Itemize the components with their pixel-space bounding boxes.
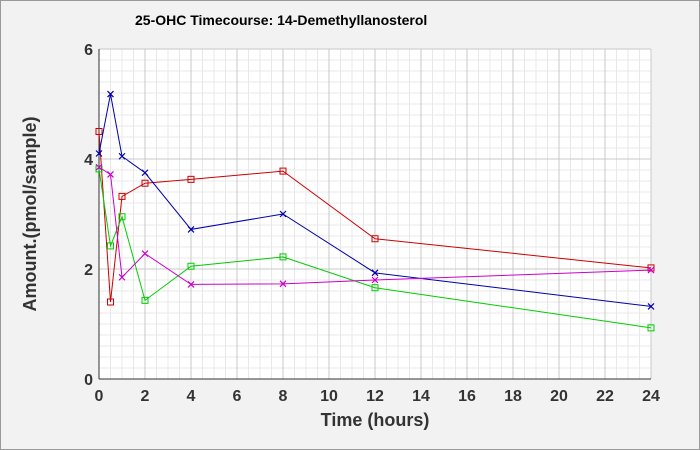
series-2 bbox=[95, 90, 655, 310]
x-tick-label: 4 bbox=[187, 388, 196, 405]
chart-title: 25-OHC Timecourse: 14-Demethyllanosterol bbox=[135, 12, 427, 28]
data-point bbox=[107, 90, 114, 98]
y-axis-label: Amount.(pmol/sample) bbox=[20, 116, 40, 311]
data-point bbox=[118, 192, 126, 200]
x-tick-label: 12 bbox=[366, 388, 384, 405]
series-group bbox=[95, 90, 655, 332]
data-point bbox=[371, 284, 379, 292]
x-tick-label: 22 bbox=[596, 388, 614, 405]
x-tick-label: 20 bbox=[550, 388, 568, 405]
x-tick-label: 10 bbox=[320, 388, 338, 405]
data-point bbox=[371, 276, 379, 284]
data-point bbox=[647, 302, 655, 310]
x-tick-label: 6 bbox=[233, 388, 242, 405]
data-point bbox=[95, 163, 103, 171]
data-point bbox=[141, 296, 149, 304]
data-point bbox=[647, 324, 655, 332]
data-point bbox=[187, 280, 195, 288]
data-point bbox=[371, 235, 379, 243]
series-3-line bbox=[98, 168, 652, 329]
data-point bbox=[371, 269, 379, 277]
series-2-line bbox=[98, 94, 652, 307]
axes bbox=[98, 49, 651, 380]
x-tick-label: 2 bbox=[141, 388, 150, 405]
y-tick-label: 2 bbox=[84, 262, 93, 279]
data-point bbox=[141, 250, 149, 258]
data-point bbox=[187, 225, 195, 233]
data-point bbox=[118, 273, 126, 281]
y-tick-label: 4 bbox=[84, 152, 93, 169]
data-point bbox=[107, 242, 114, 250]
y-tick-label: 6 bbox=[84, 42, 93, 59]
data-point bbox=[95, 128, 103, 135]
x-tick-label: 0 bbox=[95, 388, 104, 405]
data-point bbox=[279, 280, 287, 288]
data-point bbox=[118, 152, 126, 160]
x-axis-label: Time (hours) bbox=[321, 410, 430, 430]
series-1-line bbox=[98, 131, 652, 303]
data-point bbox=[187, 175, 195, 183]
x-tick-label: 24 bbox=[642, 388, 660, 405]
data-point bbox=[279, 167, 287, 175]
data-point bbox=[141, 179, 149, 187]
data-point bbox=[107, 298, 114, 306]
series-1 bbox=[95, 128, 655, 306]
data-point bbox=[279, 210, 287, 218]
data-point bbox=[95, 150, 103, 157]
data-point bbox=[187, 262, 195, 270]
data-point bbox=[107, 170, 114, 178]
data-point bbox=[141, 169, 149, 177]
y-tick-label: 0 bbox=[84, 372, 93, 389]
x-tick-label: 8 bbox=[279, 388, 288, 405]
series-4 bbox=[95, 163, 655, 288]
x-tick-label: 16 bbox=[458, 388, 476, 405]
x-tick-label: 14 bbox=[412, 388, 430, 405]
data-point bbox=[647, 266, 655, 274]
series-4-line bbox=[98, 166, 652, 285]
x-tick-label: 18 bbox=[504, 388, 522, 405]
data-point bbox=[279, 253, 287, 261]
series-3 bbox=[95, 165, 655, 332]
data-point bbox=[118, 213, 126, 221]
